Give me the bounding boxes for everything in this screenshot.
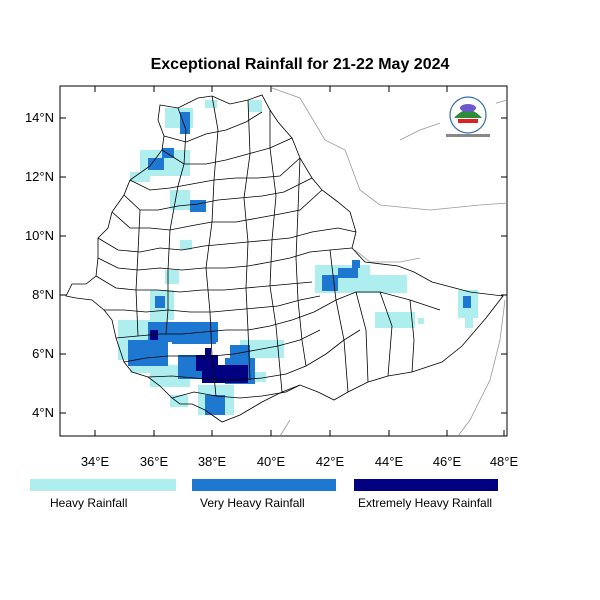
x-tick-label: 48°E <box>490 454 519 469</box>
legend-very-heavy-swatch <box>192 479 336 491</box>
x-tick-label: 42°E <box>316 454 345 469</box>
axis-ticks <box>60 86 507 436</box>
ethiopia-borders <box>65 94 504 423</box>
ethiopia-outline <box>65 94 504 423</box>
rainfall-cells <box>118 100 478 415</box>
legend-heavy-swatch <box>30 479 176 491</box>
y-tick-label: 10°N <box>25 228 54 243</box>
x-tick-label: 44°E <box>375 454 404 469</box>
y-tick-label: 8°N <box>32 287 54 302</box>
map-title: Exceptional Rainfall for 21-22 May 2024 <box>150 56 450 73</box>
y-tick-label: 6°N <box>32 346 54 361</box>
map-frame <box>59 85 508 437</box>
x-tick-label: 38°E <box>198 454 227 469</box>
y-tick-label: 14°N <box>25 110 54 125</box>
x-tick-label: 46°E <box>433 454 462 469</box>
legend-extremely-heavy-label: Extremely Heavy Rainfall <box>358 496 493 510</box>
ethiopian-meteorology-institute-logo-icon <box>440 96 496 142</box>
x-tick-label: 40°E <box>257 454 286 469</box>
legend-very-heavy-label: Very Heavy Rainfall <box>200 496 305 510</box>
legend-extremely-heavy-swatch <box>354 479 498 491</box>
y-tick-label: 12°N <box>25 169 54 184</box>
x-tick-label: 36°E <box>140 454 169 469</box>
y-tick-label: 4°N <box>32 405 54 420</box>
legend-heavy-label: Heavy Rainfall <box>50 496 128 510</box>
x-tick-label: 34°E <box>81 454 110 469</box>
